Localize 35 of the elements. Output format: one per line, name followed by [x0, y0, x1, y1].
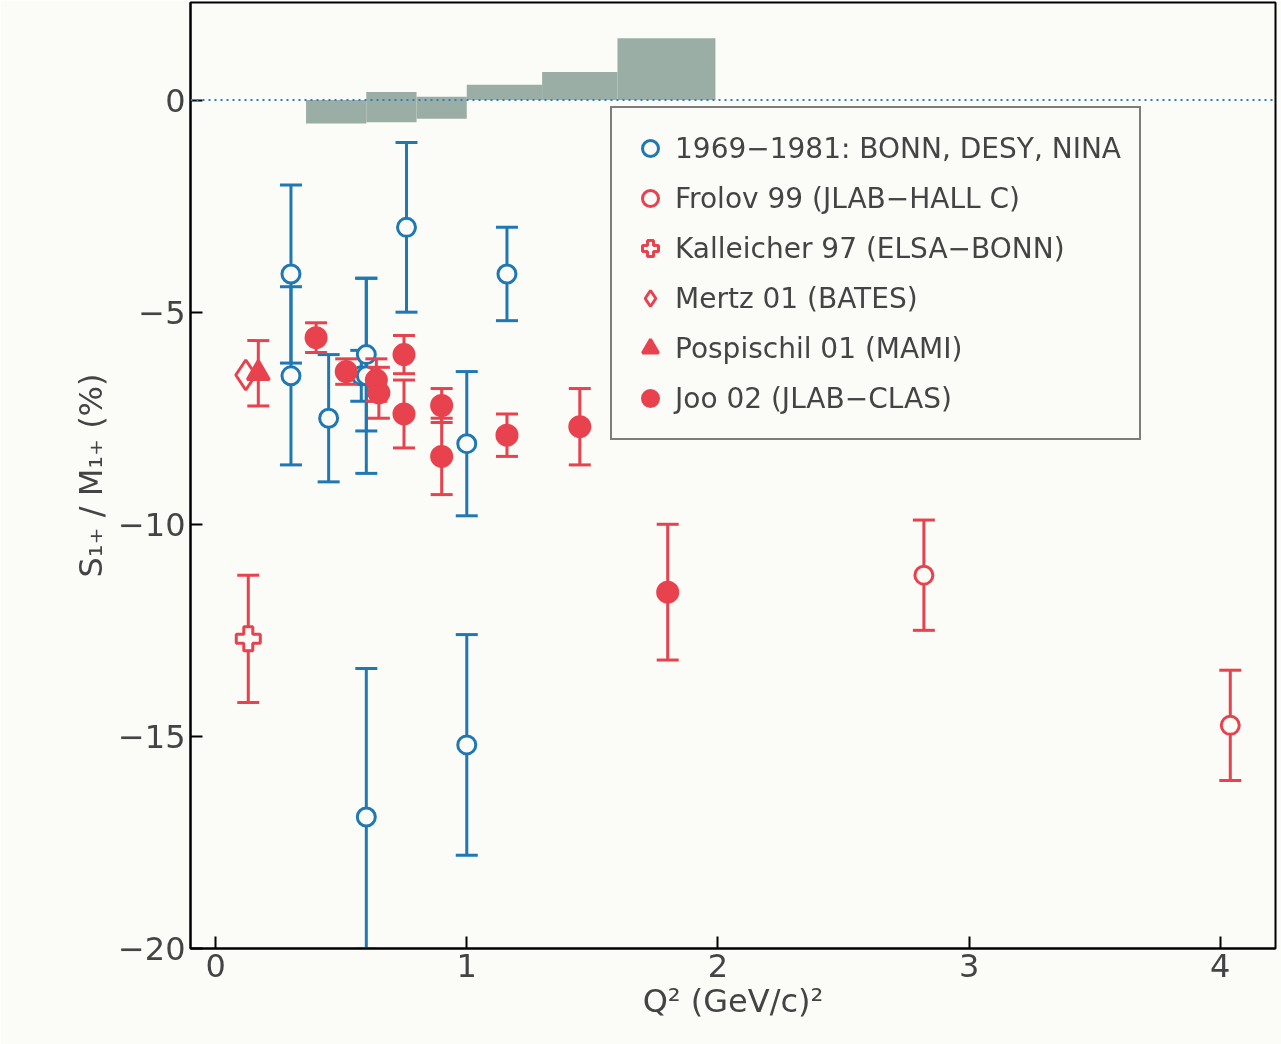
legend-label: Kalleicher 97 (ELSA−BONN)	[675, 230, 1065, 267]
point	[280, 263, 302, 285]
x-tick-label: 3	[958, 946, 980, 985]
y-tick-label: −20	[117, 930, 186, 968]
legend-label: Frolov 99 (JLAB−HALL C)	[675, 180, 1021, 217]
point	[496, 263, 518, 285]
x-tick-label: 0	[205, 946, 226, 985]
point	[392, 402, 416, 426]
legend-label: Mertz 01 (BATES)	[675, 280, 918, 317]
legend-label: 1969−1981: BONN, DESY, NINA	[675, 130, 1121, 167]
point	[392, 343, 416, 367]
point	[456, 734, 478, 756]
y-tick-label: −5	[138, 293, 186, 332]
point	[304, 326, 328, 350]
point	[396, 216, 417, 238]
point	[913, 564, 935, 586]
y-tick-label: −15	[117, 717, 186, 756]
point	[234, 625, 262, 653]
point	[367, 381, 391, 405]
legend-label: Pospischil 01 (MAMI)	[675, 330, 963, 367]
point	[280, 365, 302, 387]
point	[318, 407, 340, 429]
y-axis-title: S₁₊ / M₁₊ (%)	[71, 373, 110, 578]
point	[1219, 714, 1241, 736]
point	[495, 423, 519, 447]
y-tick-label: 0	[165, 81, 186, 120]
point	[456, 433, 478, 455]
point	[656, 580, 680, 604]
x-tick-label: 1	[456, 946, 477, 985]
legend-label: Joo 02 (JLAB−CLAS)	[675, 380, 952, 417]
y-tick-label: −10	[117, 505, 186, 544]
point	[430, 444, 454, 468]
x-tick-label: 4	[1210, 946, 1231, 985]
point	[355, 806, 377, 828]
point	[568, 415, 592, 439]
